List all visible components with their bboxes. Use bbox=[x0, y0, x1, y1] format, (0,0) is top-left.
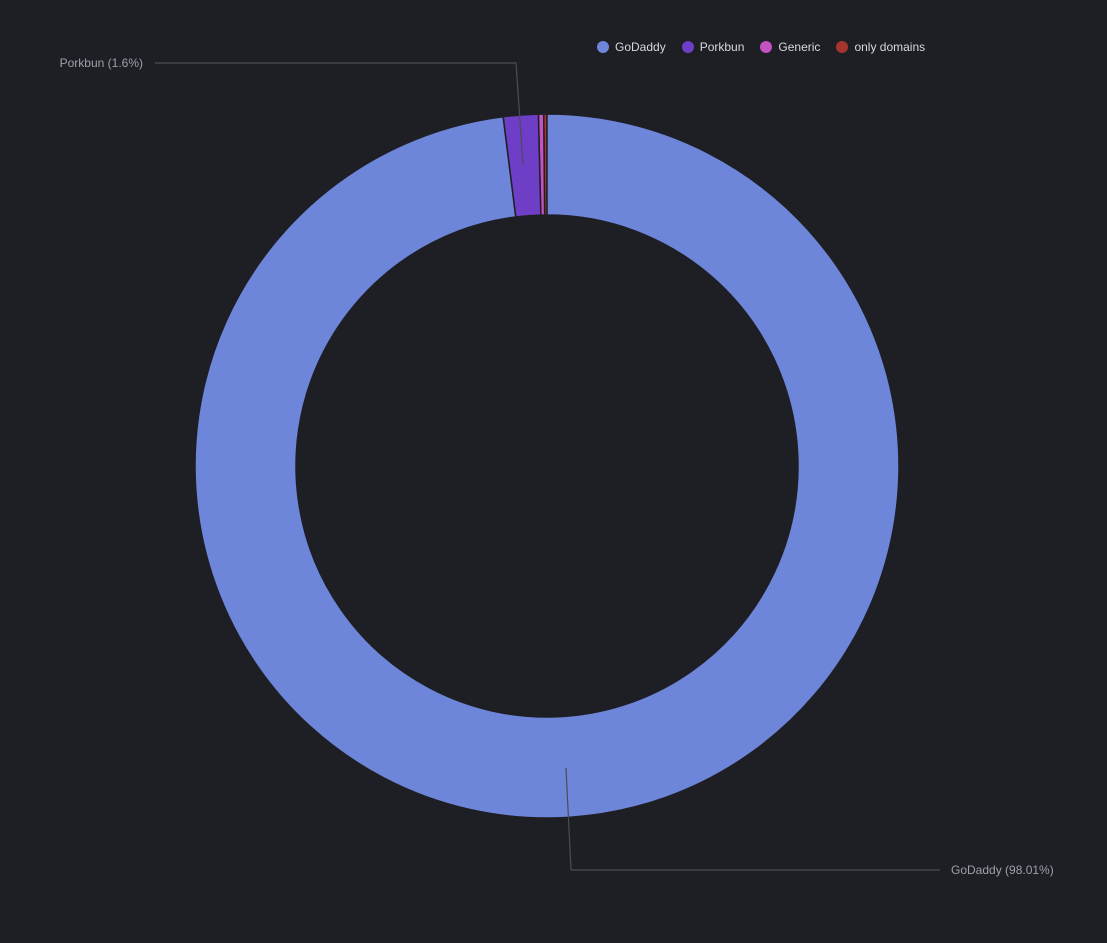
slice-godaddy[interactable] bbox=[194, 113, 900, 819]
legend-swatch-icon bbox=[681, 41, 694, 53]
legend-swatch-icon bbox=[836, 41, 849, 53]
legend-swatch-icon bbox=[760, 41, 773, 53]
legend-item-godaddy[interactable]: GoDaddy bbox=[597, 40, 666, 54]
legend-item-generic[interactable]: Generic bbox=[760, 40, 820, 54]
legend-label: GoDaddy bbox=[615, 40, 666, 54]
data-label-porkbun: Porkbun (1.6%) bbox=[60, 56, 143, 70]
chart-legend: GoDaddy Porkbun Generic only domains bbox=[597, 40, 925, 54]
leader-line-godaddy bbox=[565, 767, 940, 871]
legend-label: only domains bbox=[854, 40, 926, 54]
legend-swatch-icon bbox=[597, 41, 609, 53]
leader-line-porkbun bbox=[155, 62, 524, 166]
data-label-godaddy: GoDaddy (98.01%) bbox=[951, 863, 1054, 877]
legend-item-porkbun[interactable]: Porkbun bbox=[681, 40, 745, 54]
legend-label: Generic bbox=[778, 40, 821, 54]
legend-label: Porkbun bbox=[699, 40, 745, 54]
legend-item-only-domains[interactable]: only domains bbox=[836, 40, 925, 54]
